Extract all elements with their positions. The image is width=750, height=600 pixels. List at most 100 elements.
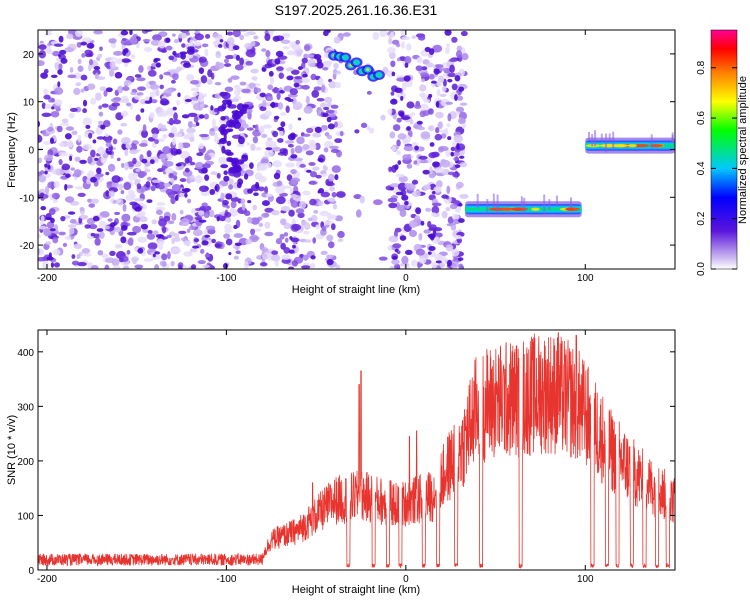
upper-tone-core (354, 60, 359, 64)
spectrogram-noise-blob (112, 265, 121, 269)
spectrogram-noise-blob (87, 83, 96, 90)
colorbar-tick-label: 0.2 (696, 211, 707, 225)
spectrogram-noise-blob (445, 43, 451, 48)
spectrogram-noise-peak (155, 234, 164, 239)
spectrogram-noise-blob (215, 51, 222, 59)
spectrogram-noise-blob (51, 192, 61, 200)
spectrogram-noise-blob (104, 57, 112, 62)
spectrogram-noise-blob (253, 35, 259, 40)
spectrogram-noise-peak (214, 185, 218, 191)
spectrogram-noise-blob (334, 81, 341, 89)
spectrogram-noise-blob (418, 159, 429, 164)
spectrogram-noise-blob (134, 198, 144, 202)
spectrogram-noise-blob (414, 104, 422, 109)
spectrogram-noise-peak (432, 161, 440, 168)
spectrogram-noise-blob (264, 33, 271, 42)
spectrogram-noise-blob (254, 124, 259, 133)
spectrogram-noise-peak (179, 51, 188, 55)
spectrogram-noise-blob (122, 86, 130, 91)
spectrogram-noise-blob (226, 31, 234, 36)
tone-smear (600, 133, 603, 142)
spectrogram-noise-blob (108, 38, 117, 44)
spectrogram-noise-blob (151, 179, 162, 184)
spectrogram-noise-blob (182, 264, 187, 269)
spectrogram-noise-blob (84, 53, 93, 58)
spectrogram-noise-peak (459, 155, 465, 159)
spectrogram-noise-blob (94, 237, 101, 246)
spectrogram-noise-peak (233, 224, 238, 230)
spectrogram-noise-blob (453, 156, 459, 162)
spectrogram-noise-blob (170, 178, 175, 184)
spectrogram-noise-blob (280, 206, 291, 212)
spectrogram-noise-blob (267, 84, 274, 91)
spectrogram-noise-peak (40, 72, 48, 79)
spectrogram-noise-blob (411, 190, 421, 197)
spectrogram-noise-blob (64, 196, 75, 203)
spectrogram-noise-peak (92, 139, 97, 144)
spectrogram-noise-blob (449, 64, 455, 73)
spectrogram-x-label: Height of straight line (km) (292, 284, 420, 296)
spectrogram-noise-blob (272, 160, 282, 168)
spectrogram-noise-blob (326, 234, 334, 242)
spectrogram-noise-blob (458, 263, 464, 269)
spectrogram-noise-peak (422, 169, 430, 175)
spectrogram-noise-blob (264, 63, 273, 69)
spectrogram-noise-blob (68, 112, 75, 119)
spectrogram-noise-blob (45, 30, 52, 33)
spectrogram-noise-blob (286, 50, 297, 56)
spectrogram-noise-blob (158, 245, 164, 250)
spectrogram-noise-peak (432, 190, 436, 195)
spectrogram-noise-cluster (232, 121, 242, 129)
spectrogram-noise-blob (324, 220, 334, 226)
spectrogram-noise-blob (212, 32, 221, 39)
spectrogram-noise-blob (179, 178, 187, 183)
spectrogram-noise-blob (259, 106, 267, 112)
upper-tone-core (366, 68, 370, 72)
snr-y-label: SNR (10 * v/v) (6, 415, 18, 485)
spectrogram-noise-blob (388, 166, 393, 172)
spectrogram-noise-blob (392, 243, 402, 249)
spectrogram-noise-peak (249, 162, 254, 170)
spectrogram-noise-blob (38, 233, 41, 239)
spectrogram-noise-peak (174, 194, 179, 202)
spectrogram-noise-cluster (234, 111, 244, 118)
spectrogram-noise-blob (305, 150, 314, 156)
spectrogram-noise-blob (265, 50, 271, 58)
spectrogram-noise-blob (323, 106, 330, 111)
spectrogram-noise-blob (183, 240, 191, 246)
spectrogram-noise-blob (211, 118, 216, 127)
spectrogram-noise-blob (281, 258, 291, 264)
tone-hotspot (531, 207, 540, 211)
spectrogram-noise-peak (183, 188, 191, 193)
spectrogram-noise-peak (47, 165, 51, 170)
spectrogram-noise-blob (235, 250, 241, 255)
spectrogram-noise-peak (129, 30, 133, 36)
spectrogram-noise-blob (419, 110, 426, 118)
spectrogram-noise-blob (204, 154, 212, 161)
spectrogram-noise-blob (228, 184, 234, 190)
spectrogram-noise-cluster (217, 105, 226, 112)
spectrogram-noise-blob (166, 234, 172, 239)
spectrogram-noise-blob (392, 145, 396, 152)
spectrogram-noise-blob (111, 175, 121, 183)
spectrogram-noise-blob (87, 198, 93, 203)
spectrogram-noise-blob (204, 186, 209, 191)
spectrogram-noise-blob (76, 145, 83, 153)
spectrogram-noise-blob (239, 30, 249, 33)
spectrogram-noise-blob (163, 71, 172, 76)
spectrogram-noise-blob (401, 81, 407, 91)
spectrogram-noise-blob (459, 102, 468, 106)
spectrogram-noise-blob (120, 95, 129, 104)
spectrogram-noise-blob (459, 193, 469, 199)
spectrogram-noise-blob (87, 156, 93, 164)
spectrogram-noise-blob (319, 210, 330, 217)
spectrogram-noise-blob (278, 72, 285, 79)
spectrogram-noise-blob (253, 77, 258, 82)
spectrogram-noise-blob (283, 232, 289, 237)
spectrogram-noise-peak (40, 206, 47, 211)
spectrogram-noise-peak (59, 49, 67, 55)
spectrogram-noise-blob (388, 235, 399, 243)
spectrogram-noise-blob (152, 133, 158, 139)
spectrogram-noise-blob (122, 265, 130, 269)
spectrogram-noise-blob (413, 160, 418, 165)
